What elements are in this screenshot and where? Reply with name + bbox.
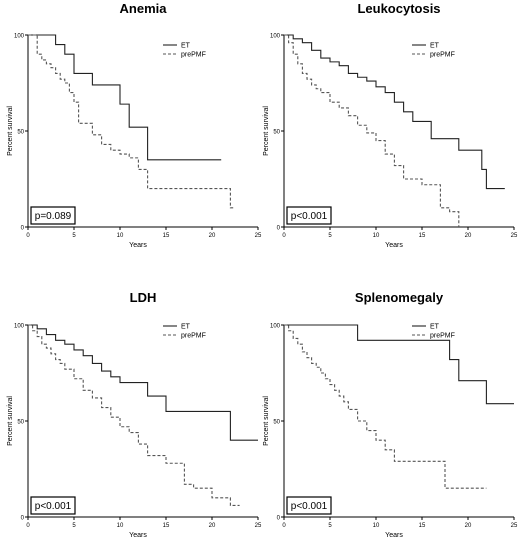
x-tick-label: 10 bbox=[373, 233, 380, 239]
y-tick-label: 0 bbox=[21, 516, 25, 522]
y-tick-label: 0 bbox=[21, 226, 25, 232]
y-axis-label: Percent survival bbox=[263, 396, 270, 446]
legend-label: prePMF bbox=[181, 333, 206, 340]
panel-title: Anemia bbox=[120, 1, 168, 16]
y-axis-label: Percent survival bbox=[263, 106, 270, 156]
x-tick-label: 20 bbox=[465, 523, 472, 529]
x-tick-label: 10 bbox=[117, 233, 124, 239]
series-line-et bbox=[28, 34, 222, 161]
series-line-prepmf bbox=[28, 324, 240, 507]
y-tick-label: 100 bbox=[270, 324, 281, 330]
pvalue-label: p<0.001 bbox=[35, 501, 72, 512]
x-tick-label: 0 bbox=[282, 233, 286, 239]
x-tick-label: 10 bbox=[373, 523, 380, 529]
y-tick-label: 100 bbox=[14, 324, 25, 330]
series-line-prepmf bbox=[284, 34, 460, 227]
legend-label: prePMF bbox=[430, 52, 455, 59]
legend-label: prePMF bbox=[181, 52, 206, 59]
y-tick-label: 0 bbox=[277, 226, 281, 232]
x-tick-label: 20 bbox=[209, 523, 216, 529]
y-axis-label: Percent survival bbox=[7, 396, 14, 446]
x-tick-label: 5 bbox=[328, 233, 332, 239]
pvalue-label: p=0.089 bbox=[35, 211, 72, 222]
x-tick-label: 15 bbox=[163, 233, 170, 239]
legend-label: ET bbox=[181, 324, 191, 331]
y-axis-label: Percent survival bbox=[7, 106, 14, 156]
x-tick-label: 15 bbox=[419, 233, 426, 239]
y-tick-label: 100 bbox=[14, 34, 25, 40]
legend-label: prePMF bbox=[430, 333, 455, 340]
series-line-et bbox=[284, 324, 514, 405]
x-tick-label: 20 bbox=[465, 233, 472, 239]
x-tick-label: 25 bbox=[511, 523, 518, 529]
series-line-et bbox=[28, 324, 258, 441]
pvalue-box bbox=[286, 206, 332, 225]
pvalue-box bbox=[30, 496, 76, 515]
y-tick-label: 50 bbox=[273, 130, 280, 136]
x-tick-label: 25 bbox=[255, 523, 262, 529]
panel-title: LDH bbox=[130, 290, 157, 305]
y-tick-label: 0 bbox=[277, 516, 281, 522]
y-tick-label: 50 bbox=[17, 420, 24, 426]
legend-label: ET bbox=[430, 324, 440, 331]
x-tick-label: 15 bbox=[163, 523, 170, 529]
legend-label: ET bbox=[430, 43, 440, 50]
x-tick-label: 25 bbox=[511, 233, 518, 239]
x-tick-label: 20 bbox=[209, 233, 216, 239]
legend-label: ET bbox=[181, 43, 191, 50]
survival-panel: Splenomegaly 0 50 100 0 5 10 15 20 25 Years Percent… bbox=[263, 290, 518, 539]
panel-title: Splenomegaly bbox=[355, 290, 444, 305]
survival-panel: Anemia 0 50 100 0 5 10 15 20 25 Years Percent survi… bbox=[7, 1, 262, 249]
y-tick-label: 50 bbox=[17, 130, 24, 136]
x-tick-label: 15 bbox=[419, 523, 426, 529]
y-tick-label: 100 bbox=[270, 34, 281, 40]
x-tick-label: 5 bbox=[72, 233, 76, 239]
x-tick-label: 25 bbox=[255, 233, 262, 239]
y-tick-label: 50 bbox=[273, 420, 280, 426]
pvalue-label: p<0.001 bbox=[291, 211, 328, 222]
pvalue-box bbox=[286, 496, 332, 515]
series-line-prepmf bbox=[28, 34, 235, 209]
x-tick-label: 5 bbox=[72, 523, 76, 529]
series-line-prepmf bbox=[284, 324, 487, 489]
x-axis-label: Years bbox=[385, 532, 403, 538]
series-line-et bbox=[284, 34, 505, 190]
x-tick-label: 10 bbox=[117, 523, 124, 529]
x-axis-label: Years bbox=[129, 242, 147, 249]
pvalue-label: p<0.001 bbox=[291, 501, 328, 512]
survival-panel: LDH 0 50 100 0 5 10 15 20 25 Years Percent survival… bbox=[7, 290, 262, 539]
x-tick-label: 0 bbox=[26, 233, 30, 239]
x-tick-label: 0 bbox=[26, 523, 30, 529]
x-tick-label: 0 bbox=[282, 523, 286, 529]
x-tick-label: 5 bbox=[328, 523, 332, 529]
pvalue-box bbox=[30, 206, 76, 225]
x-axis-label: Years bbox=[385, 242, 403, 249]
x-axis-label: Years bbox=[129, 532, 147, 538]
survival-panel: Leukocytosis 0 50 100 0 5 10 15 20 25 Years Percent… bbox=[263, 1, 518, 249]
panel-title: Leukocytosis bbox=[357, 1, 440, 16]
